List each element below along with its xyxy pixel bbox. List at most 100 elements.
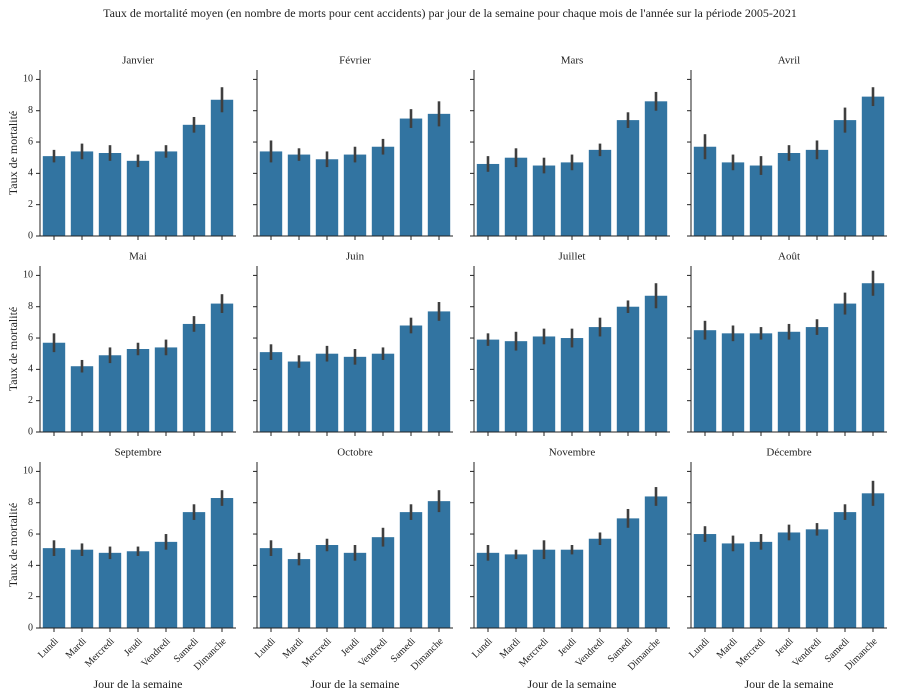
- x-axis-label: Jour de la semaine: [311, 677, 400, 691]
- bar: [70, 366, 94, 432]
- bar: [805, 529, 829, 628]
- bar: [833, 120, 857, 236]
- panel-title: Mai: [129, 251, 147, 263]
- bar: [315, 159, 339, 236]
- x-tick-label: Jeudi: [556, 636, 579, 659]
- bar: [154, 151, 178, 236]
- y-tick-label: 0: [28, 230, 33, 241]
- bar: [343, 356, 367, 432]
- bar: [644, 496, 668, 628]
- bar: [182, 124, 206, 236]
- bar: [287, 559, 311, 628]
- bar: [588, 538, 612, 628]
- bar: [777, 331, 801, 432]
- bar: [98, 153, 122, 236]
- bar: [693, 330, 717, 432]
- y-tick-label: 6: [28, 332, 33, 343]
- bar: [833, 303, 857, 432]
- bar: [427, 113, 451, 236]
- suptitle: Taux de mortalité moyen (en nombre de mo…: [103, 6, 797, 20]
- bar: [616, 306, 640, 432]
- bar: [126, 551, 150, 628]
- bar: [98, 355, 122, 432]
- bar: [70, 151, 94, 236]
- y-tick-label: 2: [28, 591, 33, 602]
- x-tick-label: Lundi: [36, 636, 61, 661]
- bar: [287, 361, 311, 432]
- panel-title: Juin: [346, 251, 365, 263]
- bar: [721, 162, 745, 236]
- bar: [126, 160, 150, 236]
- bar: [749, 333, 773, 432]
- panel-title: Janvier: [122, 55, 154, 67]
- bar: [399, 118, 423, 236]
- bar: [560, 338, 584, 432]
- y-tick-label: 4: [28, 364, 33, 375]
- bar: [42, 548, 66, 628]
- bar: [42, 156, 66, 236]
- y-tick-label: 0: [28, 622, 33, 633]
- bar: [777, 153, 801, 236]
- bar: [721, 333, 745, 432]
- bar: [42, 342, 66, 432]
- x-tick-label: Lundi: [253, 636, 278, 661]
- y-tick-label: 10: [23, 74, 33, 85]
- bar: [427, 311, 451, 432]
- bar: [532, 549, 556, 628]
- x-tick-label: Vendredi: [573, 636, 606, 669]
- y-tick-label: 2: [28, 395, 33, 406]
- bar: [154, 347, 178, 432]
- bar: [805, 327, 829, 432]
- bar: [749, 541, 773, 628]
- bar: [343, 154, 367, 236]
- bar: [805, 149, 829, 236]
- panel-title: Novembre: [549, 447, 596, 459]
- bar: [371, 146, 395, 236]
- bar: [154, 541, 178, 628]
- x-tick-label: Mardi: [281, 636, 306, 661]
- y-axis-label: Taux de mortalité: [6, 111, 20, 195]
- bar: [210, 498, 234, 628]
- bar: [861, 96, 885, 236]
- bar: [777, 532, 801, 628]
- bar: [259, 151, 283, 236]
- x-tick-label: Lundi: [470, 636, 495, 661]
- panel-title: Août: [778, 251, 800, 263]
- bar: [315, 545, 339, 628]
- bar: [861, 493, 885, 628]
- x-axis-label: Jour de la semaine: [94, 677, 183, 691]
- x-tick-label: Jeudi: [122, 636, 145, 659]
- bar: [504, 157, 528, 236]
- bar: [70, 549, 94, 628]
- x-tick-label: Mercredi: [83, 636, 117, 670]
- bar: [210, 303, 234, 432]
- y-tick-label: 8: [28, 105, 33, 116]
- x-tick-label: Vendredi: [139, 636, 172, 669]
- y-tick-label: 8: [28, 301, 33, 312]
- bar: [532, 336, 556, 432]
- bar: [399, 512, 423, 628]
- panel-title: Septembre: [114, 447, 161, 459]
- bar: [833, 512, 857, 628]
- panel-title: Avril: [778, 55, 800, 67]
- bar: [182, 512, 206, 628]
- y-tick-label: 0: [28, 426, 33, 437]
- bar: [560, 549, 584, 628]
- bar: [693, 146, 717, 236]
- y-tick-label: 10: [23, 466, 33, 477]
- bar: [861, 283, 885, 432]
- y-axis-label: Taux de mortalité: [6, 503, 20, 587]
- bar: [182, 323, 206, 432]
- panel-title: Mars: [561, 55, 584, 67]
- bar: [259, 352, 283, 432]
- bar: [476, 163, 500, 236]
- bar: [616, 120, 640, 236]
- x-tick-label: Mardi: [64, 636, 89, 661]
- bar: [371, 537, 395, 628]
- y-tick-label: 8: [28, 497, 33, 508]
- bar: [504, 554, 528, 628]
- y-tick-label: 6: [28, 528, 33, 539]
- y-tick-label: 10: [23, 270, 33, 281]
- bar: [693, 534, 717, 628]
